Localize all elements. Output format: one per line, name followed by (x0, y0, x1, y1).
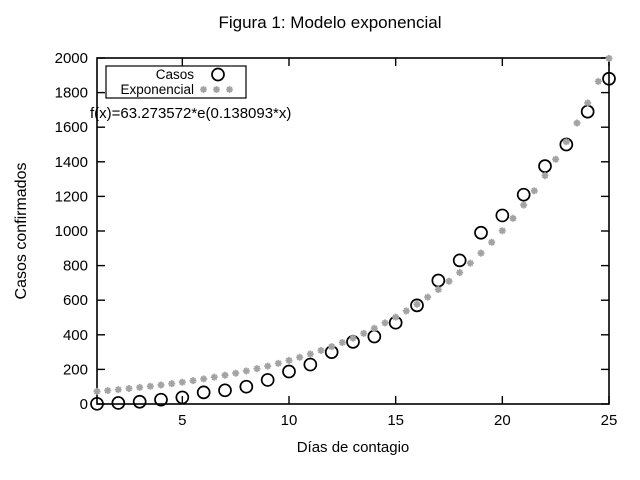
casos-point (260, 373, 275, 387)
y-tick-label: 1000 (55, 223, 88, 240)
legend-asterisk-icon (200, 86, 233, 93)
legend-label-casos: Casos (156, 67, 195, 82)
casos-point (410, 298, 424, 313)
casos-point (175, 390, 190, 405)
y-tick-label: 1600 (55, 119, 88, 136)
casos-point (602, 71, 616, 86)
y-tick-label: 600 (63, 292, 88, 309)
casos-point (367, 329, 382, 344)
legend-exponencial-marker-icon (200, 86, 233, 93)
casos-point (282, 364, 296, 379)
casos-point (218, 383, 232, 398)
y-tick-label: 800 (63, 258, 88, 275)
casos-point (431, 273, 446, 288)
casos-point (132, 394, 147, 409)
x-tick-label: 5 (178, 412, 186, 429)
casos-point (303, 357, 318, 372)
fx-annotation: f(x)=63.273572*e(0.138093*x) (90, 105, 291, 122)
y-tick-label: 400 (63, 327, 88, 344)
legend-casos-marker-icon (211, 67, 225, 82)
casos-point (580, 104, 595, 119)
y-axis-label: Casos confirmados (13, 163, 30, 300)
x-axis-label: Días de contagio (297, 439, 410, 456)
y-tick-label: 0 (80, 396, 88, 413)
y-tick-label: 1200 (55, 188, 88, 205)
y-tick-label: 2000 (55, 50, 88, 67)
legend-label-exponencial: Exponencial (120, 82, 194, 97)
casos-point (90, 396, 104, 411)
x-tick-label: 15 (387, 412, 404, 429)
chart-title: Figura 1: Modelo exponencial (218, 13, 442, 32)
casos-point (154, 392, 168, 407)
casos-point (452, 253, 467, 268)
x-tick-label: 20 (494, 412, 511, 429)
x-tick-label: 10 (281, 412, 298, 429)
legend: Casos Exponencial (105, 65, 247, 99)
y-tick-label: 1800 (55, 85, 88, 102)
y-tick-label: 1400 (55, 154, 88, 171)
casos-point (474, 225, 488, 240)
casos-point (495, 208, 510, 223)
casos-point (111, 396, 126, 410)
casos-point (538, 159, 552, 173)
axes-layer: 5 10 15 20 25 0 200 400 600 800 1000 1200 1400 1600 18… (55, 50, 618, 429)
casos-series (90, 71, 616, 411)
exponencial-points (93, 54, 613, 395)
casos-point (196, 385, 211, 400)
y-tick-label: 200 (63, 361, 88, 378)
casos-point (516, 187, 531, 202)
casos-point (239, 379, 254, 394)
x-tick-label: 25 (601, 412, 618, 429)
exponencial-series (93, 54, 613, 395)
